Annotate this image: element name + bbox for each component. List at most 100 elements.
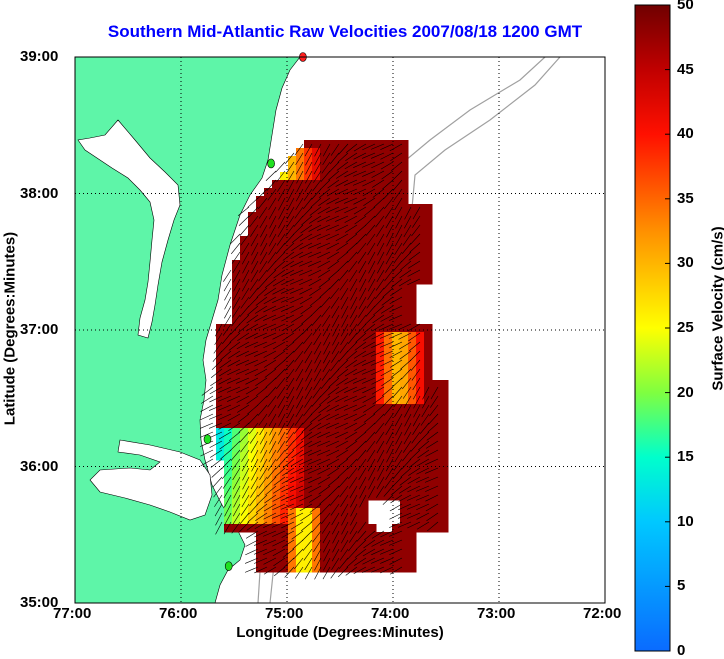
velocity-arrow	[238, 215, 250, 226]
velocity-cell	[416, 212, 425, 221]
velocity-arrow	[271, 305, 286, 312]
velocity-arrow	[260, 233, 268, 247]
velocity-arrow	[305, 359, 313, 373]
velocity-arrow	[326, 404, 340, 412]
velocity-arrow	[233, 485, 241, 499]
velocity-cell	[424, 452, 433, 461]
velocity-cell	[360, 324, 369, 333]
velocity-cell	[288, 492, 297, 501]
velocity-cell	[376, 204, 385, 213]
velocity-cell	[384, 412, 393, 421]
velocity-cell	[272, 364, 281, 373]
velocity-arrow	[385, 260, 394, 273]
velocity-cell	[344, 436, 353, 445]
velocity-cell	[320, 236, 329, 245]
velocity-arrow	[245, 332, 259, 340]
velocity-cell	[264, 204, 273, 213]
velocity-arrow	[258, 413, 268, 426]
velocity-cell	[280, 452, 289, 461]
velocity-arrow	[240, 296, 250, 309]
velocity-arrow	[228, 341, 241, 351]
velocity-cell	[368, 292, 377, 301]
velocity-cell	[248, 524, 257, 533]
velocity-arrow	[319, 395, 331, 406]
velocity-arrow	[231, 458, 241, 471]
velocity-cell	[272, 276, 281, 285]
velocity-cell	[384, 444, 393, 453]
velocity-arrow	[344, 170, 358, 178]
velocity-cell	[360, 468, 369, 477]
velocity-arrow	[214, 323, 223, 337]
velocity-cell	[312, 412, 321, 421]
velocity-arrow	[267, 251, 277, 264]
velocity-cell	[256, 228, 265, 237]
velocity-cell	[384, 172, 393, 181]
velocity-cell	[376, 548, 385, 557]
velocity-arrow	[410, 233, 421, 245]
velocity-arrow	[268, 242, 277, 256]
velocity-arrow	[265, 269, 277, 280]
velocity-cell	[400, 316, 409, 325]
velocity-arrow	[363, 323, 376, 333]
velocity-cell	[240, 340, 249, 349]
velocity-arrow	[290, 512, 304, 520]
velocity-arrow	[370, 566, 385, 573]
velocity-arrow	[296, 179, 304, 193]
velocity-arrow	[224, 512, 232, 526]
velocity-arrow	[395, 215, 403, 229]
velocity-arrow	[305, 377, 313, 391]
velocity-cell	[360, 556, 369, 565]
velocity-arrow	[242, 269, 250, 283]
velocity-arrow	[407, 485, 421, 493]
velocity-cell	[240, 516, 249, 525]
velocity-cell	[328, 444, 337, 453]
velocity-arrow	[348, 323, 358, 336]
velocity-cell	[296, 412, 305, 421]
velocity-cell	[384, 300, 393, 309]
velocity-arrow	[309, 503, 322, 513]
velocity-arrow	[336, 251, 349, 262]
velocity-arrow	[209, 431, 223, 439]
velocity-cell	[296, 212, 305, 221]
velocity-cell	[344, 484, 353, 493]
velocity-arrow	[330, 287, 340, 300]
velocity-arrow	[352, 377, 367, 384]
velocity-arrow	[308, 233, 322, 241]
velocity-field	[216, 140, 449, 573]
velocity-arrow	[338, 557, 349, 570]
velocity-arrow	[241, 494, 250, 508]
velocity-cell	[264, 532, 273, 541]
colorbar-tick-label: 35	[677, 189, 694, 207]
velocity-cell	[416, 260, 425, 269]
velocity-cell	[408, 396, 417, 405]
velocity-arrow	[245, 368, 259, 375]
velocity-cell	[320, 348, 329, 357]
velocity-cell	[424, 524, 433, 533]
velocity-arrow	[332, 530, 340, 544]
velocity-cell	[320, 460, 329, 469]
velocity-arrow	[377, 458, 385, 472]
velocity-arrow	[341, 305, 349, 319]
velocity-cell	[232, 340, 241, 349]
velocity-arrow	[401, 368, 412, 380]
velocity-arrow	[241, 287, 250, 301]
velocity-cell	[408, 220, 417, 229]
velocity-arrow	[348, 260, 358, 273]
velocity-cell	[288, 468, 297, 477]
velocity-arrow	[344, 422, 358, 430]
velocity-cell	[336, 236, 345, 245]
velocity-cell	[408, 284, 417, 293]
y-axis-label: Latitude (Degrees:Minutes)	[1, 231, 19, 426]
velocity-cell	[240, 316, 249, 325]
velocity-cell	[304, 428, 313, 437]
velocity-cell	[368, 156, 377, 165]
colorbar-tick-label: 40	[677, 125, 694, 143]
velocity-arrow	[389, 557, 403, 565]
velocity-cell	[336, 260, 345, 269]
velocity-cell	[312, 476, 321, 485]
velocity-cell	[360, 164, 369, 173]
velocity-cell	[368, 420, 377, 429]
velocity-cell	[272, 548, 281, 557]
velocity-cell	[352, 348, 361, 357]
velocity-arrow	[313, 341, 322, 355]
